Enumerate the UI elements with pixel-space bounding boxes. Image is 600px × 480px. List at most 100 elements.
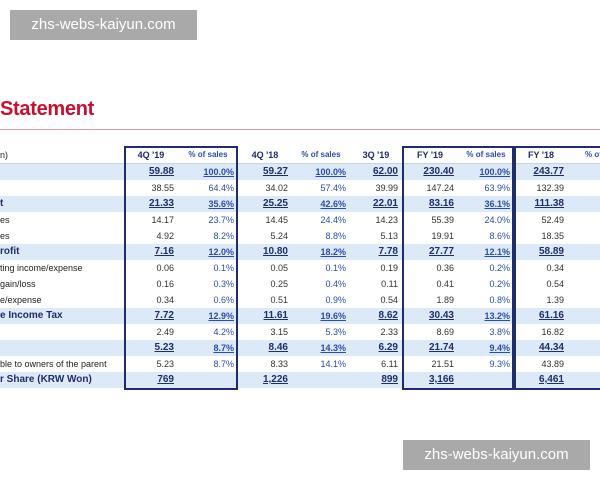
table-cell: 3.8%: [489, 327, 510, 337]
table-cell: 0.2%: [489, 279, 510, 289]
table-cell: 6.11: [381, 359, 398, 369]
table-cell: 0.19: [380, 263, 398, 273]
table-cell: 24.0%: [484, 215, 510, 225]
table-cell: 24.4%: [320, 215, 346, 225]
table-cell: 21.33: [148, 198, 174, 209]
table-cell: 9.3%: [489, 359, 510, 369]
table-cell: 30.43: [428, 310, 454, 321]
table-cell: 5.3%: [325, 327, 346, 337]
table-cell: 27.77: [428, 246, 454, 257]
table-cell: 100.0%: [203, 167, 234, 177]
row-label: e/expense: [0, 295, 42, 305]
table-cell: 83.16: [428, 198, 454, 209]
table-cell: 6,461: [538, 374, 564, 385]
table-cell: 243.77: [533, 166, 564, 177]
column-box: [402, 146, 514, 390]
table-cell: 5.24: [270, 231, 288, 241]
table-cell: 0.54: [546, 279, 564, 289]
table-cell: 8.6%: [489, 231, 510, 241]
table-cell: 899: [381, 374, 398, 385]
row-highlight: [0, 164, 600, 180]
table-cell: 8.69: [436, 327, 454, 337]
table-cell: 8.62: [378, 310, 398, 321]
table-cell: 61.16: [538, 310, 564, 321]
table-cell: 0.34: [156, 295, 174, 305]
table-cell: 132.39: [536, 183, 564, 193]
table-cell: 21.74: [428, 342, 454, 353]
table-cell: 100.0%: [315, 167, 346, 177]
table-cell: 16.82: [541, 327, 564, 337]
table-cell: 100.0%: [479, 167, 510, 177]
table-cell: 4.2%: [213, 327, 234, 337]
row-highlight: [0, 244, 600, 260]
table-cell: 8.2%: [213, 231, 234, 241]
column-header: % of sales: [301, 150, 341, 159]
table-cell: 0.1%: [213, 263, 234, 273]
column-header: n): [0, 150, 9, 160]
table-cell: 7.72: [154, 310, 174, 321]
table-cell: 57.4%: [320, 183, 346, 193]
table-cell: 44.34: [538, 342, 564, 353]
table-cell: 19.6%: [320, 311, 346, 321]
table-cell: 0.4%: [325, 279, 346, 289]
column-header: 4Q '19: [137, 150, 165, 160]
table-cell: 14.23: [375, 215, 398, 225]
table-cell: 12.1%: [484, 247, 510, 257]
table-cell: 38.55: [151, 183, 174, 193]
column-box: [124, 146, 238, 390]
table-cell: 0.6%: [213, 295, 234, 305]
table-cell: 10.80: [262, 246, 288, 257]
row-label: e Income Tax: [0, 310, 63, 321]
table-cell: 8.7%: [213, 343, 234, 353]
table-cell: 21.51: [431, 359, 454, 369]
row-label: es: [0, 231, 10, 241]
watermark: zhs-webs-kaiyun.com: [10, 10, 197, 40]
table-cell: 0.25: [270, 279, 288, 289]
table-cell: 147.24: [426, 183, 454, 193]
table-cell: 43.89: [541, 359, 564, 369]
table-cell: 769: [157, 374, 174, 385]
table-cell: 8.33: [270, 359, 288, 369]
table-cell: 0.34: [546, 263, 564, 273]
column-header: FY '19: [417, 150, 443, 160]
row-highlight: [0, 372, 600, 388]
row-label: t: [0, 198, 4, 209]
table-cell: 0.11: [381, 279, 398, 289]
table-cell: 0.2%: [489, 263, 510, 273]
table-cell: 1,226: [262, 374, 288, 385]
row-label: r Share (KRW Won): [0, 374, 92, 385]
table-cell: 12.0%: [208, 247, 234, 257]
watermark: zhs-webs-kaiyun.com: [403, 440, 590, 470]
table-cell: 62.00: [372, 166, 398, 177]
table-cell: 19.91: [431, 231, 454, 241]
table-cell: 13.2%: [484, 311, 510, 321]
column-header: % of sales: [466, 150, 506, 159]
row-highlight: [0, 308, 600, 324]
table: n) 4Q '19 % of sales 4Q '18 % of sales 3Q '19…: [0, 146, 600, 390]
table-cell: 2.33: [380, 327, 398, 337]
table-cell: 14.1%: [320, 359, 346, 369]
table-cell: 5.23: [156, 359, 174, 369]
title: Statement: [0, 98, 94, 120]
table-cell: 0.9%: [325, 295, 346, 305]
table-cell: 0.51: [270, 295, 288, 305]
table-cell: 0.16: [156, 279, 174, 289]
table-cell: 35.6%: [208, 199, 234, 209]
table-cell: 52.49: [541, 215, 564, 225]
table-cell: 1.39: [546, 295, 564, 305]
table-cell: 5.23: [154, 342, 174, 353]
table-cell: 3,166: [428, 374, 454, 385]
table-cell: 14.45: [265, 215, 288, 225]
table-cell: 59.88: [148, 166, 174, 177]
row-label: gain/loss: [0, 279, 36, 289]
table-cell: 3.15: [270, 327, 288, 337]
table-cell: 39.99: [375, 183, 398, 193]
table-cell: 42.6%: [320, 199, 346, 209]
table-cell: 59.27: [262, 166, 288, 177]
table-cell: 111.38: [534, 198, 564, 209]
table-cell: 55.39: [431, 215, 454, 225]
table-cell: 11.61: [263, 310, 288, 321]
table-cell: 1.89: [436, 295, 454, 305]
table-cell: 6.29: [378, 342, 398, 353]
table-cell: 14.17: [151, 215, 174, 225]
